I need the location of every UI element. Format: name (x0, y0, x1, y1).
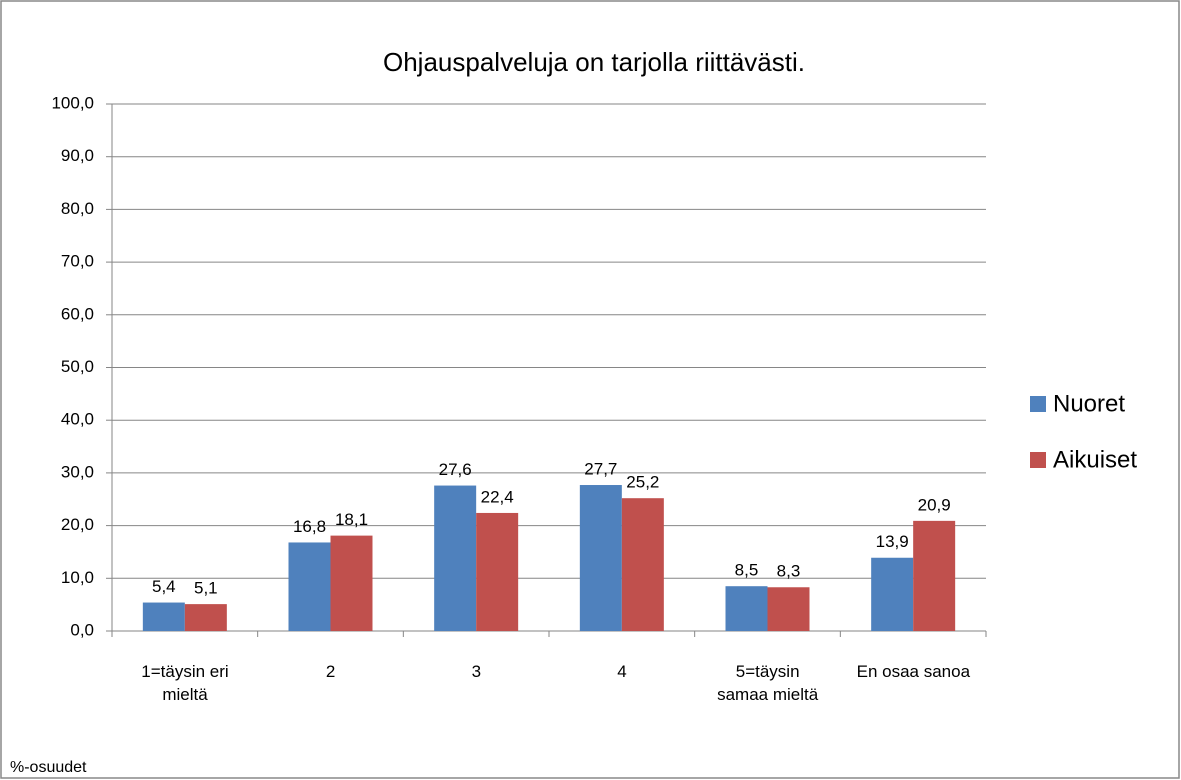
data-label: 13,9 (876, 532, 909, 551)
y-tick-label: 80,0 (61, 199, 94, 218)
data-label: 25,2 (626, 473, 659, 492)
y-tick-label: 60,0 (61, 304, 94, 323)
data-label: 8,5 (735, 561, 759, 580)
y-tick-label: 50,0 (61, 357, 94, 376)
data-label: 8,3 (777, 562, 801, 581)
y-tick-label: 0,0 (70, 620, 94, 639)
data-label: 20,9 (918, 495, 951, 514)
y-tick-label: 40,0 (61, 410, 94, 429)
y-tick-label: 20,0 (61, 515, 94, 534)
bar (579, 485, 622, 631)
legend-swatch (1030, 396, 1046, 412)
data-label: 27,6 (439, 460, 472, 479)
bar (142, 602, 185, 631)
chart-title: Ohjauspalveluja on tarjolla riittävästi. (383, 47, 805, 77)
bar (434, 485, 477, 631)
bar (476, 512, 519, 631)
data-label: 18,1 (335, 510, 368, 529)
y-tick-label: 10,0 (61, 568, 94, 587)
bar (767, 587, 810, 631)
bar (621, 498, 664, 631)
legend-label: Nuoret (1053, 390, 1125, 417)
data-label: 27,7 (584, 460, 617, 479)
legend-swatch (1030, 452, 1046, 468)
x-tick-label: 1=täysin eri mieltä (141, 662, 229, 704)
x-tick-label: 3 (471, 662, 482, 681)
bar (871, 557, 914, 631)
bar (725, 586, 768, 631)
bar (330, 535, 373, 631)
x-tick-label: En osaa sanoa (856, 662, 971, 681)
x-tick-label: 4 (617, 662, 627, 681)
data-label: 22,4 (481, 487, 514, 506)
y-tick-label: 70,0 (61, 252, 94, 271)
legend-label: Aikuiset (1053, 446, 1137, 473)
data-label: 5,1 (194, 579, 218, 598)
x-tick-label: 5=täysin samaa mieltä (717, 662, 819, 704)
bar (913, 520, 956, 631)
bar (288, 542, 331, 631)
y-tick-label: 100,0 (51, 93, 94, 112)
y-tick-label: 90,0 (61, 146, 94, 165)
y-tick-label: 30,0 (61, 462, 94, 481)
x-tick-label: 2 (325, 662, 336, 681)
data-label: 5,4 (152, 577, 176, 596)
annotation: %-osuudet (10, 759, 87, 776)
data-label: 16,8 (293, 517, 326, 536)
bar (184, 604, 227, 631)
